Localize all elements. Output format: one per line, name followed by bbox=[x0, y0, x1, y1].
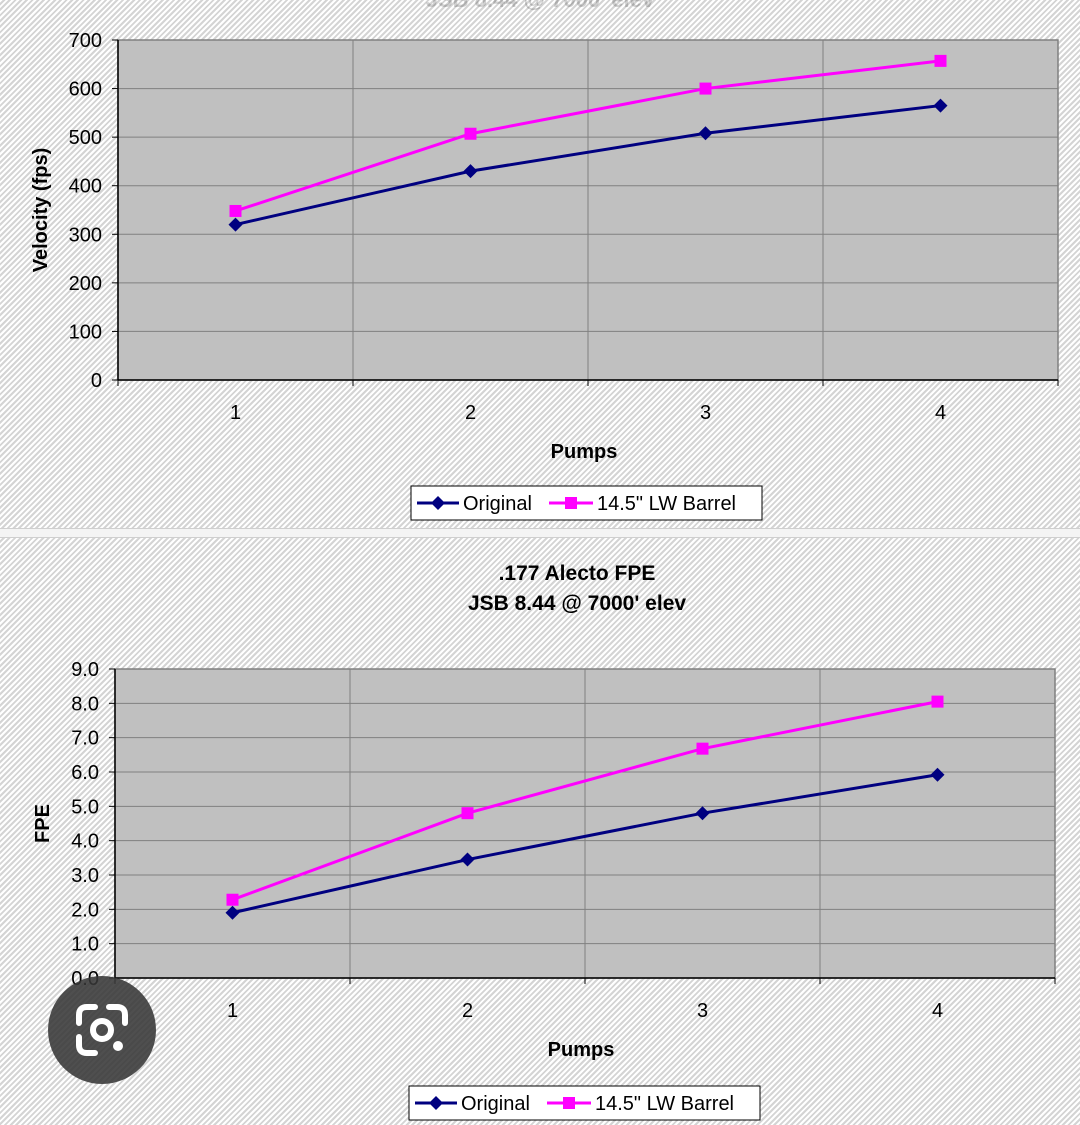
x-tick-label: 1 bbox=[230, 402, 241, 424]
y-tick-label: 100 bbox=[69, 321, 102, 343]
y-tick-label: 1.0 bbox=[71, 934, 99, 956]
data-point-square bbox=[696, 742, 709, 755]
data-point-diamond bbox=[463, 164, 478, 179]
data-point-square bbox=[226, 893, 239, 906]
y-tick-label: 0 bbox=[91, 370, 102, 392]
velocity-chart: 0 100 200 300 400 500 600 700 1 2 3 4 Pumps Velocity … bbox=[30, 30, 1059, 521]
google-lens-icon bbox=[76, 1004, 128, 1056]
data-point-diamond bbox=[695, 806, 710, 821]
series-original bbox=[225, 767, 945, 920]
x-axis-title: Pumps bbox=[551, 441, 618, 463]
legend: Original 14.5" LW Barrel bbox=[410, 485, 763, 521]
y-tick-label: 600 bbox=[69, 79, 102, 101]
y-tick-label: 6.0 bbox=[71, 762, 99, 784]
series-line bbox=[235, 104, 941, 227]
data-point-diamond bbox=[225, 905, 240, 920]
y-tick-label: 200 bbox=[69, 273, 102, 295]
y-tick-label: 2.0 bbox=[71, 899, 99, 921]
velocity-chart-panel: JSB 8.44 @ 7000' elev 0 100 200 300 400 500 60… bbox=[0, 0, 1080, 528]
data-point-diamond bbox=[228, 217, 243, 232]
y-tick-label: 7.0 bbox=[71, 728, 99, 750]
x-tick-label: 3 bbox=[700, 402, 711, 424]
legend-marker-lw-barrel bbox=[565, 497, 577, 509]
x-tick-label: 4 bbox=[932, 1000, 943, 1022]
cut-off-title-line: JSB 8.44 @ 7000' elev bbox=[0, 0, 1080, 13]
y-tick-label: 700 bbox=[69, 30, 102, 52]
data-point-square bbox=[464, 127, 477, 140]
data-point-diamond bbox=[460, 852, 475, 867]
y-axis-title: Velocity (fps) bbox=[30, 148, 52, 272]
y-tick-label: 300 bbox=[69, 224, 102, 246]
data-point-square bbox=[934, 54, 947, 67]
series-line bbox=[235, 59, 941, 213]
legend-label-lw-barrel: 14.5" LW Barrel bbox=[595, 1093, 734, 1115]
data-point-diamond bbox=[930, 767, 945, 782]
legend-label-original: Original bbox=[463, 493, 532, 515]
y-tick-label: 4.0 bbox=[71, 831, 99, 853]
data-point-diamond bbox=[933, 98, 948, 113]
y-tick-label: 5.0 bbox=[71, 796, 99, 818]
x-tick-label: 3 bbox=[697, 1000, 708, 1022]
google-lens-button[interactable] bbox=[48, 976, 156, 1084]
data-point-square bbox=[229, 204, 242, 217]
y-tick-label: 400 bbox=[69, 176, 102, 198]
legend-label-lw-barrel: 14.5" LW Barrel bbox=[597, 493, 736, 515]
legend-marker-original bbox=[429, 1096, 443, 1110]
x-tick-label: 2 bbox=[465, 402, 476, 424]
x-tick-label: 4 bbox=[935, 402, 946, 424]
series-lw-barrel bbox=[229, 54, 947, 217]
y-tick-label: 9.0 bbox=[71, 659, 99, 681]
y-axis-title: FPE bbox=[32, 804, 54, 843]
y-tick-label: 500 bbox=[69, 127, 102, 149]
data-point-square bbox=[931, 695, 944, 708]
data-point-square bbox=[461, 807, 474, 820]
panel-divider bbox=[0, 528, 1080, 538]
x-tick-label: 1 bbox=[227, 1000, 238, 1022]
data-point-diamond bbox=[698, 126, 713, 141]
legend: Original 14.5" LW Barrel bbox=[408, 1085, 761, 1121]
chart-title-line: .177 Alecto FPE bbox=[499, 562, 656, 585]
chart-title-line: JSB 8.44 @ 7000' elev bbox=[468, 592, 686, 615]
cut-off-chart-title: JSB 8.44 @ 7000' elev bbox=[0, 0, 1080, 13]
series-lw-barrel bbox=[226, 695, 944, 906]
x-axis-title: Pumps bbox=[548, 1039, 615, 1061]
series-line bbox=[232, 773, 938, 915]
series-original bbox=[228, 98, 948, 232]
data-point-square bbox=[699, 82, 712, 95]
x-tick-label: 2 bbox=[462, 1000, 473, 1022]
legend-marker-original bbox=[431, 496, 445, 510]
legend-label-original: Original bbox=[461, 1093, 530, 1115]
y-tick-label: 8.0 bbox=[71, 693, 99, 715]
series-line bbox=[231, 700, 938, 902]
legend-marker-lw-barrel bbox=[563, 1097, 575, 1109]
y-tick-label: 3.0 bbox=[71, 865, 99, 887]
